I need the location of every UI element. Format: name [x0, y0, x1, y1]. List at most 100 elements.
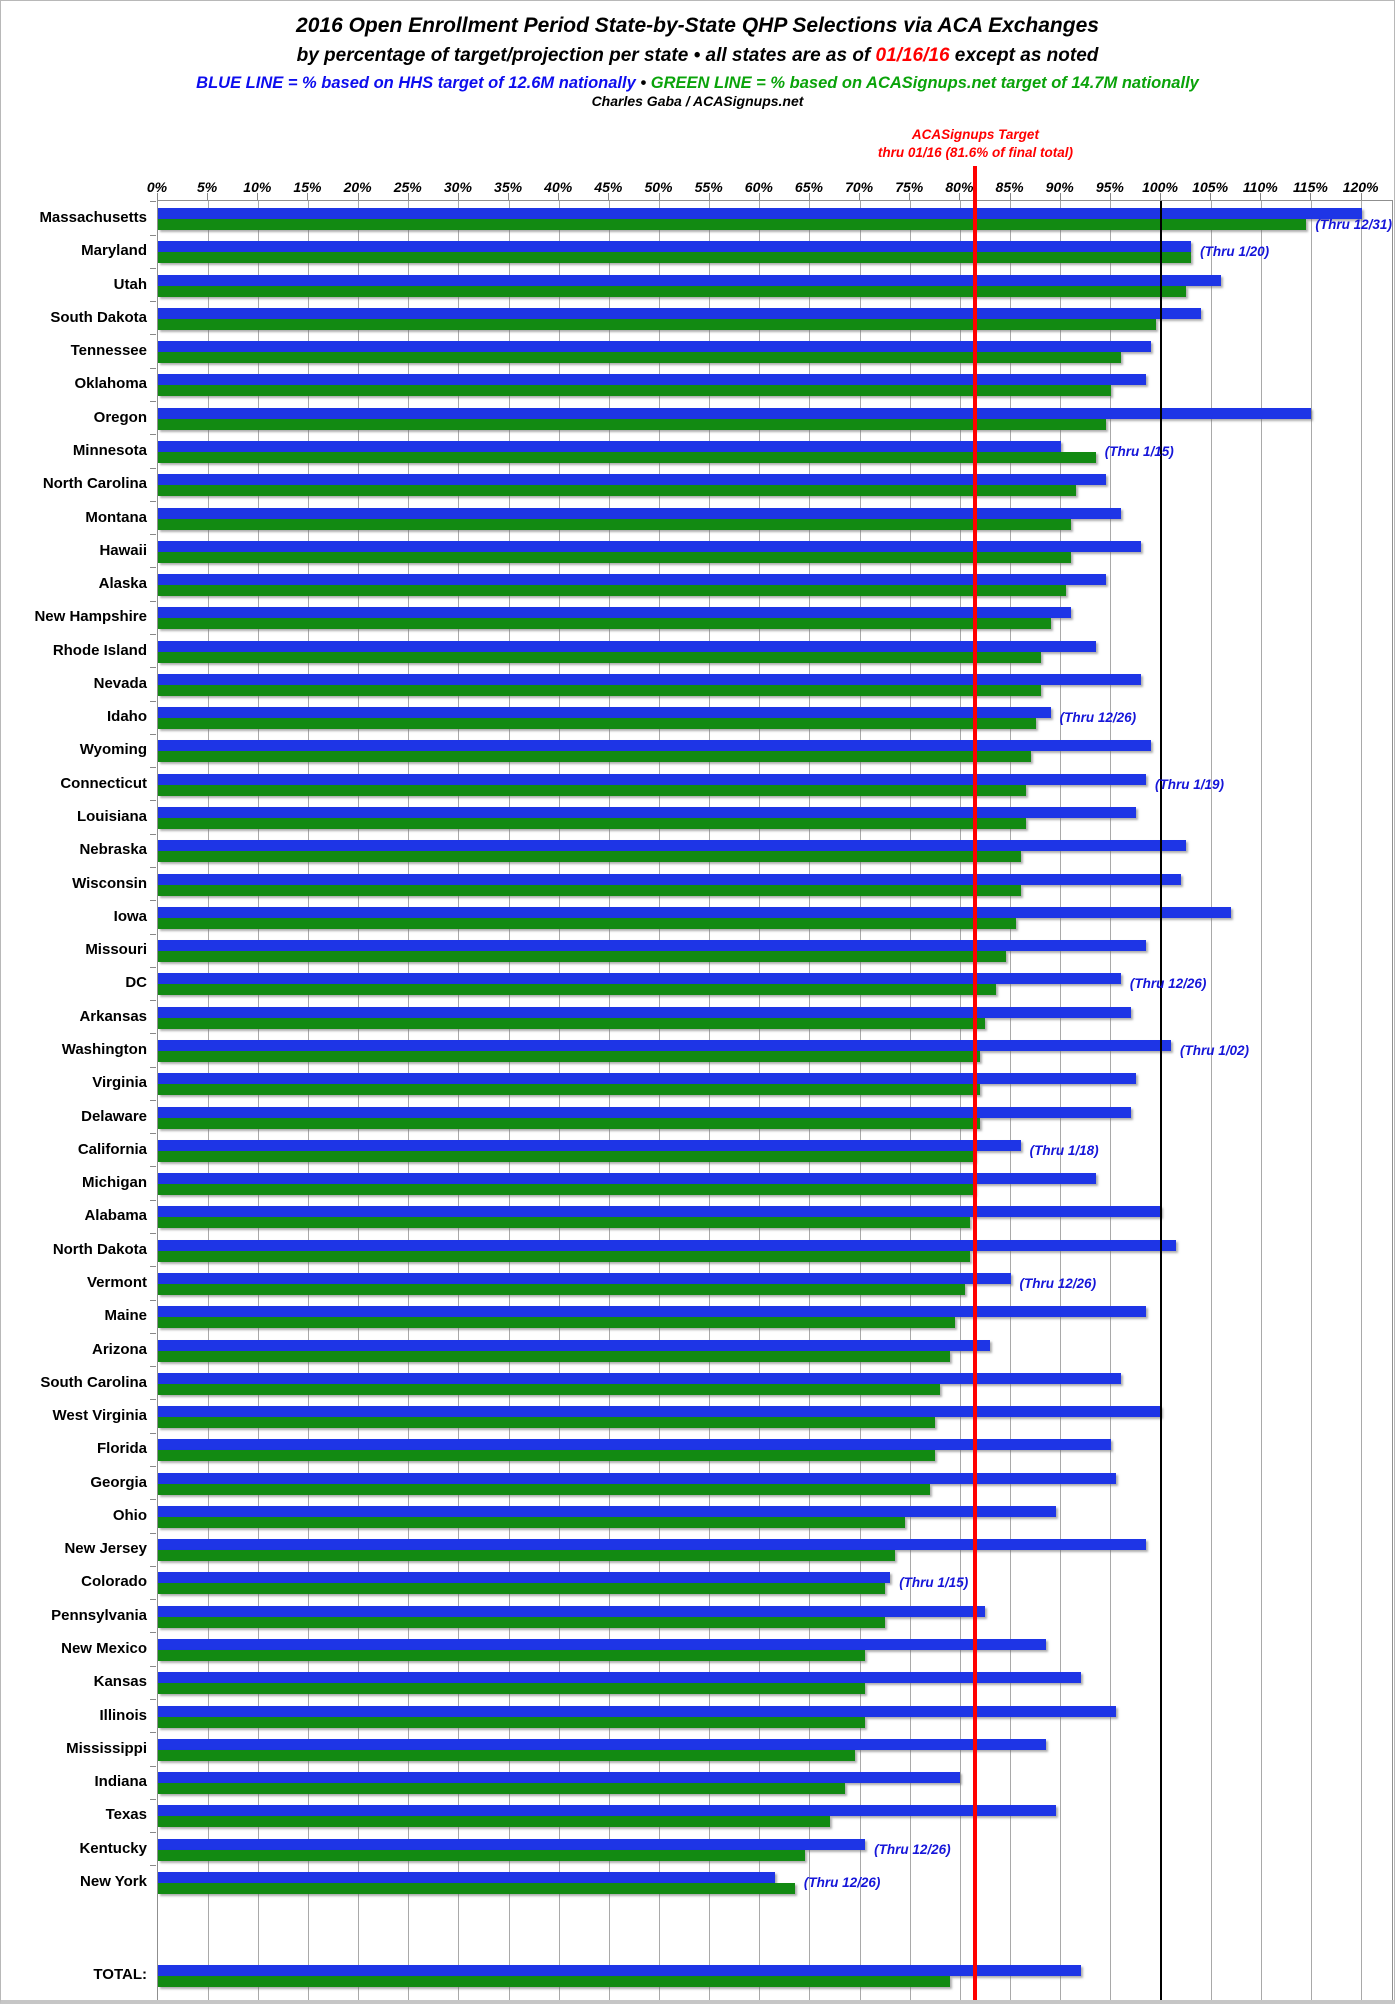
- byline: Charles Gaba / ACASignups.net: [591, 93, 804, 109]
- x-axis-tick-label: 25%: [393, 179, 422, 195]
- new-york-thru-date-note: (Thru 12/26): [803, 1875, 881, 1890]
- axis-tick: [909, 193, 911, 200]
- iowa-hhs-target-bar: [158, 906, 1232, 918]
- axis-tick: [758, 193, 760, 200]
- x-axis-tick-label: 100%: [1142, 179, 1178, 195]
- axis-tick: [508, 193, 510, 200]
- state-label: Ohio: [112, 1506, 147, 1524]
- illinois-acasignups-target-bar: [158, 1716, 866, 1728]
- row-tick: [150, 700, 156, 702]
- x-axis-tick-label: 65%: [794, 179, 823, 195]
- gridline: [1010, 201, 1012, 2000]
- x-axis-tick-label: 80%: [945, 179, 974, 195]
- gridline: [659, 201, 660, 2000]
- x-axis-tick-label: 55%: [694, 179, 723, 195]
- gridline: [608, 201, 610, 2000]
- x-axis-tick-label: 120%: [1342, 179, 1379, 195]
- row-tick: [150, 833, 156, 835]
- row-tick: [150, 1332, 156, 1334]
- legend-line: BLUE LINE = % based on HHS target of 12.…: [1, 74, 1394, 93]
- state-label: Wyoming: [79, 741, 147, 759]
- new-mexico-hhs-target-bar: [158, 1639, 1046, 1651]
- gridline: [558, 201, 560, 2000]
- axis-tick: [1310, 193, 1312, 200]
- gridline: [1310, 201, 1312, 2000]
- ohio-hhs-target-bar: [158, 1505, 1056, 1517]
- row-tick: [150, 634, 156, 635]
- mississippi-hhs-target-bar: [158, 1738, 1046, 1750]
- row-tick: [150, 1199, 156, 1201]
- south-carolina-hhs-target-bar: [158, 1372, 1121, 1384]
- state-label: New Hampshire: [34, 608, 147, 626]
- state-label: Nebraska: [79, 841, 147, 859]
- x-axis-tick-label: 20%: [343, 179, 372, 195]
- row-tick: [150, 1665, 156, 1667]
- state-label: Colorado: [81, 1573, 147, 1591]
- kentucky-thru-date-note: (Thru 12/26): [874, 1841, 951, 1857]
- row-tick: [150, 1599, 156, 1601]
- subtitle-prefix: by percentage of target/projection per s…: [296, 45, 876, 66]
- x-axis-tick-label: 45%: [594, 179, 623, 195]
- chart-title: 2016 Open Enrollment Period State-by-Sta…: [296, 14, 1099, 37]
- nebraska-hhs-target-bar: [158, 840, 1187, 852]
- west-virginia-hhs-target-bar: [158, 1406, 1161, 1418]
- gridline: [408, 201, 410, 2000]
- utah-acasignups-target-bar: [158, 285, 1187, 297]
- x-axis-tick-label: 5%: [197, 179, 218, 195]
- montana-hhs-target-bar: [158, 507, 1121, 519]
- new-mexico-acasignups-target-bar: [158, 1650, 866, 1662]
- idaho-acasignups-target-bar: [158, 718, 1036, 730]
- washington-thru-date-note: (Thru 1/02): [1180, 1043, 1250, 1058]
- kentucky-acasignups-target-bar: [158, 1849, 805, 1861]
- connecticut-hhs-target-bar: [158, 773, 1146, 785]
- state-label: Oklahoma: [74, 375, 147, 393]
- row-tick: [150, 1432, 156, 1434]
- indiana-acasignups-target-bar: [158, 1783, 846, 1795]
- state-label: Hawaii: [99, 541, 147, 559]
- maine-acasignups-target-bar: [158, 1317, 956, 1329]
- x-axis-tick-label: 85%: [995, 179, 1024, 195]
- row-tick: [150, 1266, 156, 1268]
- row-tick: [150, 1299, 156, 1301]
- row-tick: [150, 1233, 156, 1235]
- state-label: Pennsylvania: [51, 1606, 147, 1624]
- wyoming-acasignups-target-bar: [158, 751, 1031, 763]
- michigan-acasignups-target-bar: [158, 1184, 976, 1196]
- alaska-acasignups-target-bar: [158, 585, 1066, 597]
- rhode-island-hhs-target-bar: [158, 640, 1096, 652]
- nevada-hhs-target-bar: [158, 673, 1141, 685]
- row-tick: [150, 667, 156, 669]
- row-tick: [150, 201, 156, 203]
- state-label: Indiana: [94, 1773, 147, 1791]
- target-annotation-line1: ACASignups Target: [911, 127, 1039, 142]
- row-tick: [150, 1166, 156, 1168]
- north-carolina-hhs-target-bar: [158, 474, 1106, 486]
- x-axis-tick-label: 40%: [544, 179, 573, 195]
- state-label: Minnesota: [72, 441, 147, 459]
- row-tick: [150, 434, 156, 436]
- row-tick: [150, 1632, 156, 1634]
- axis-tick: [157, 193, 158, 200]
- maryland-hhs-target-bar: [158, 241, 1192, 253]
- axis-tick: [1260, 193, 1262, 200]
- axis-tick: [608, 193, 610, 200]
- gridline: [759, 201, 761, 2000]
- dc-hhs-target-bar: [158, 973, 1121, 985]
- state-label: Massachusetts: [39, 209, 147, 226]
- state-label: Kansas: [93, 1673, 147, 1691]
- delaware-hhs-target-bar: [158, 1106, 1131, 1118]
- axis-tick: [307, 193, 309, 200]
- idaho-hhs-target-bar: [158, 707, 1051, 719]
- colorado-acasignups-target-bar: [158, 1583, 886, 1595]
- state-label: Idaho: [107, 708, 147, 726]
- minnesota-hhs-target-bar: [158, 440, 1061, 452]
- axis-tick: [859, 193, 861, 200]
- massachusetts-thru-date-note: (Thru 12/31): [1315, 217, 1392, 232]
- virginia-hhs-target-bar: [158, 1073, 1136, 1085]
- x-axis-tick-label: 105%: [1192, 179, 1229, 195]
- row-tick: [150, 1732, 156, 1734]
- gridline: [909, 201, 911, 2000]
- washington-hhs-target-bar: [158, 1040, 1172, 1051]
- florida-acasignups-target-bar: [158, 1450, 936, 1462]
